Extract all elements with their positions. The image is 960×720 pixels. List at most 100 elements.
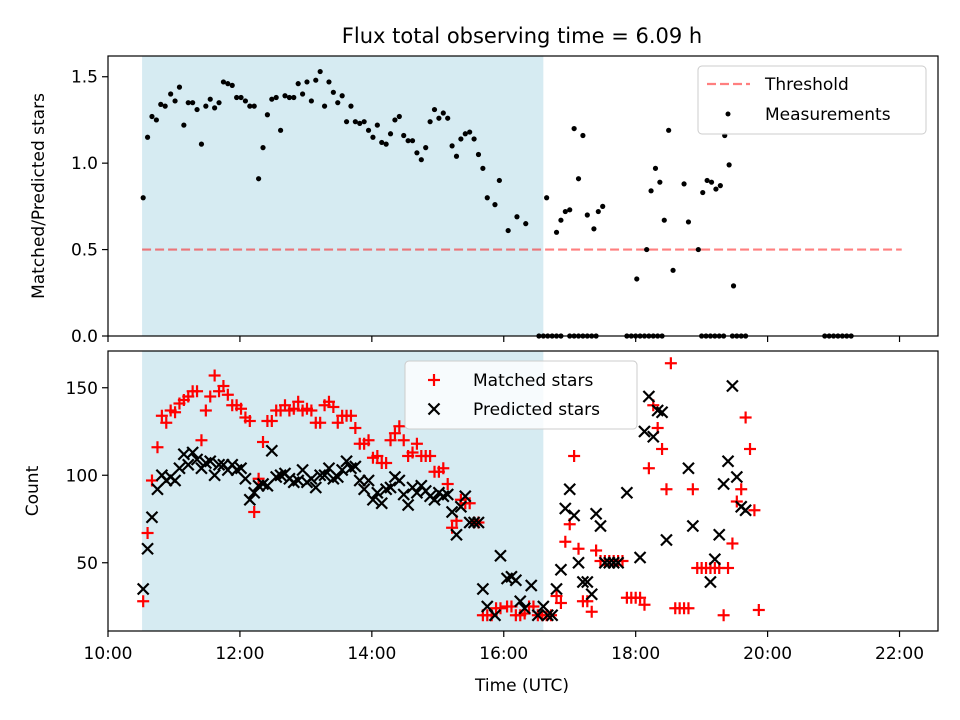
matched-star-point (656, 443, 669, 455)
predicted-star-point (559, 502, 572, 515)
measurement-point (708, 179, 715, 185)
measurement-point (567, 207, 573, 213)
predicted-star-point (545, 608, 559, 622)
predicted-star-point (554, 563, 568, 577)
matched-star-point (331, 416, 344, 429)
measurement-point (717, 183, 723, 189)
measurement-point (247, 103, 253, 109)
measurement-point (423, 145, 429, 151)
matched-star-point (722, 562, 735, 574)
measurement-point (713, 186, 719, 192)
measurement-point (374, 122, 380, 128)
measurement-point (308, 98, 314, 104)
measurement-point (370, 134, 376, 140)
measurement-point (140, 195, 146, 201)
measurement-point (449, 143, 455, 149)
top-y-axis-label: Matched/Predicted stars (29, 93, 49, 299)
predicted-stars-series (136, 379, 752, 622)
predicted-star-point (563, 482, 576, 496)
measurement-point (144, 134, 151, 140)
predicted-legend-x (427, 402, 441, 416)
measurement-point (238, 94, 244, 101)
predicted-star-point (682, 461, 695, 475)
measurement-point (458, 136, 464, 142)
predicted-star-point (541, 608, 555, 622)
measurement-point (484, 195, 490, 201)
measurement-point (405, 138, 411, 144)
measurement-point (225, 81, 231, 87)
predicted-star-point (441, 488, 454, 501)
measurement-point (657, 179, 663, 185)
matched-star-point (195, 434, 208, 447)
measurement-point (730, 283, 737, 289)
measurement-point (431, 106, 438, 113)
matched-star-point (441, 478, 454, 490)
bottom-y-axis-label: Count (23, 465, 43, 516)
top-panel: 0.0 0.5 1.0 1.5 Matched/Predicted stars Thr… (29, 55, 939, 347)
measurement-point (357, 120, 363, 127)
figure-title: Flux total observing time = 6.09 h (342, 24, 702, 48)
predicted-stars-legend-label: Predicted stars (473, 400, 600, 420)
measurement-point (445, 115, 451, 121)
matched-star-point (292, 395, 305, 408)
measurement-point (273, 94, 279, 101)
matched-star-point (410, 437, 423, 450)
threshold-legend-label: Threshold (764, 75, 849, 95)
predicted-star-point (445, 505, 459, 519)
measurement-point (153, 117, 159, 123)
predicted-star-point (721, 454, 735, 468)
predicted-star-point (567, 509, 581, 522)
predicted-star-point (655, 405, 669, 419)
matched-star-point (494, 602, 507, 615)
top-axes-frame (107, 55, 939, 337)
predicted-star-point (173, 461, 186, 475)
matched-star-point (380, 457, 393, 469)
predicted-star-point (494, 549, 507, 563)
measurement-point (251, 103, 257, 109)
measurement-point (291, 94, 297, 101)
x-tick-label: 10:00 (84, 644, 133, 664)
matched-star-point (305, 404, 318, 417)
predicted-star-point (488, 608, 502, 622)
predicted-star-point (428, 493, 441, 507)
measurement-point (326, 79, 332, 85)
measurement-point (299, 91, 306, 97)
measurement-point (379, 139, 385, 146)
predicted-star-point (145, 510, 159, 524)
measurement-point (387, 131, 394, 137)
measurement-point (726, 162, 732, 168)
predicted-star-point (708, 552, 722, 566)
measurement-point (418, 157, 424, 163)
measurement-point (392, 117, 398, 123)
predicted-star-point (620, 486, 634, 500)
matched-star-point (748, 504, 761, 517)
measurement-point (409, 138, 416, 144)
measurement-point (149, 113, 155, 120)
measurement-point (475, 151, 482, 158)
predicted-star-point (717, 477, 730, 491)
bottom-y-ticks: 50 100 150 (66, 379, 108, 574)
measurement-point (282, 93, 288, 99)
measurement-point (666, 127, 672, 133)
measurement-point (467, 129, 473, 135)
x-tick-label: 14:00 (347, 644, 396, 664)
measurement-point (176, 84, 183, 90)
predicted-star-point (203, 454, 217, 468)
predicted-stars-legend-marker (427, 402, 441, 416)
measurement-point (212, 105, 218, 111)
measurement-point (256, 176, 262, 182)
top-legend-box (697, 65, 927, 135)
predicted-star-point (243, 493, 257, 507)
matched-star-point (686, 483, 699, 496)
matched-star-point (393, 420, 406, 433)
matched-star-point (248, 506, 261, 518)
measurement-point (580, 132, 586, 139)
top-x-ticks (107, 336, 901, 342)
measurement-point (704, 177, 710, 184)
matched-star-point (371, 450, 384, 462)
matched-legend-plus (428, 374, 440, 386)
predicted-star-point (594, 519, 607, 533)
x-axis-label: Time (UTC) (474, 676, 569, 696)
predicted-star-point (646, 430, 660, 444)
matched-star-point (559, 535, 572, 548)
